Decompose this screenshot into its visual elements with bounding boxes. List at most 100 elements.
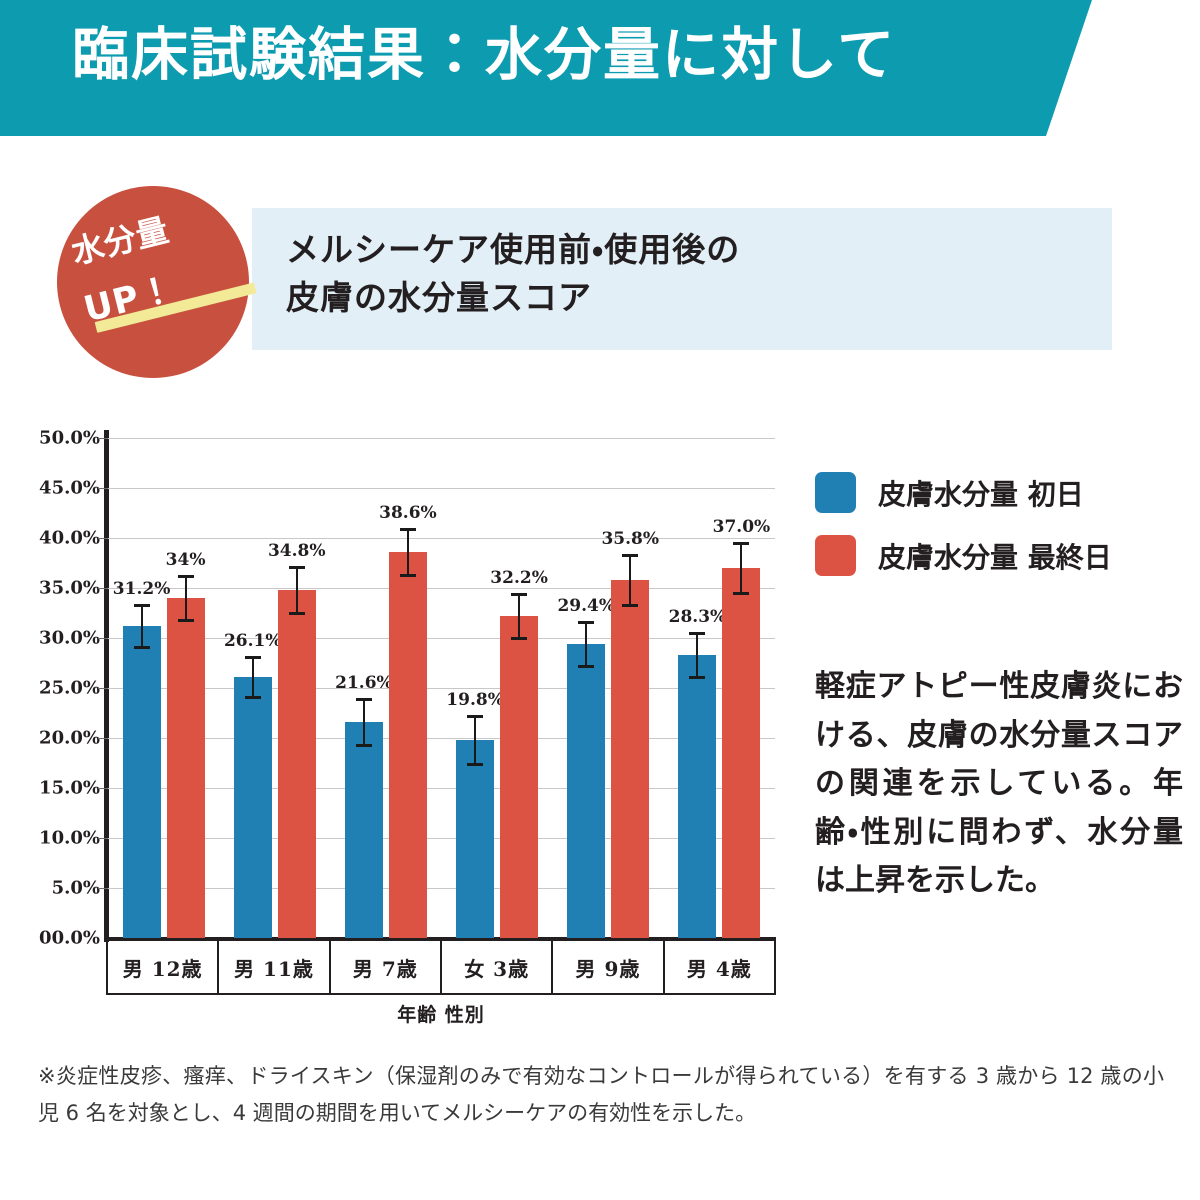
error-bar-cap — [355, 744, 372, 747]
gridline — [108, 688, 775, 689]
y-axis-tick-label: 5.0% — [51, 877, 100, 899]
y-axis-tick-label: 25.0% — [39, 677, 100, 699]
error-bar-cap — [622, 554, 639, 557]
gridline — [108, 438, 775, 439]
bar-first-day — [344, 722, 383, 938]
bar-last-day — [388, 552, 427, 938]
y-axis-tick-label: 10.0% — [39, 827, 100, 849]
y-axis-tick-label: 35.0% — [39, 577, 100, 599]
gridline — [108, 488, 775, 489]
bar-first-day — [122, 626, 161, 938]
bar-value-label: 19.8% — [446, 690, 504, 710]
error-bar-cap — [244, 656, 261, 659]
error-bar-cap — [244, 696, 261, 699]
subtitle-text: メルシーケア使用前・使用後の 皮膚の水分量スコア — [286, 230, 741, 317]
y-axis-tick-label: 50.0% — [39, 427, 100, 449]
gridline — [108, 838, 775, 839]
gridline — [108, 738, 775, 739]
y-axis-labels: 00.0% 5.0% 10.0% 15.0% 20.0% 25.0% 30.0% 35.0% 4… — [18, 400, 100, 960]
x-axis-category-row: 男 12歳男 11歳男 7歳女 3歳男 9歳男 4歳 — [106, 941, 776, 995]
header-banner — [0, 0, 1092, 136]
chart-legend: 皮膚水分量 初日 皮膚水分量 最終日 — [815, 472, 1112, 598]
error-bar — [362, 699, 365, 745]
error-bar-cap — [288, 566, 305, 569]
bar-value-label: 26.1% — [223, 631, 282, 651]
error-bar-cap — [689, 676, 706, 679]
bar-value-label: 35.8% — [601, 529, 660, 549]
error-bar — [696, 633, 699, 677]
error-bar-cap — [399, 528, 416, 531]
bar-value-label: 32.2% — [490, 568, 548, 588]
y-axis-tick — [98, 538, 108, 539]
legend-label-first-day: 皮膚水分量 初日 — [878, 477, 1084, 511]
legend-label-last-day: 皮膚水分量 最終日 — [878, 540, 1112, 574]
bar-value-label: 34.8% — [267, 541, 326, 561]
error-bar-cap — [511, 593, 528, 596]
error-bar — [518, 594, 521, 638]
legend-item-last-day: 皮膚水分量 最終日 — [815, 535, 1112, 576]
error-bar-cap — [467, 715, 484, 718]
x-axis-title: 年齢 性別 — [397, 1004, 485, 1026]
x-axis-category-cell: 男 9歳 — [553, 941, 665, 995]
gridline — [108, 788, 775, 789]
bar-first-day — [233, 677, 272, 938]
y-axis-tick-label: 30.0% — [39, 627, 100, 649]
bar-value-label: 21.6% — [335, 673, 393, 693]
bar-first-day — [456, 740, 495, 938]
bar-value-label: 28.3% — [668, 607, 727, 627]
bar-last-day — [722, 568, 761, 938]
error-bar-cap — [733, 542, 750, 545]
gridline — [108, 588, 775, 589]
bar-value-label: 34% — [165, 550, 206, 570]
legend-swatch-blue — [815, 472, 856, 513]
error-bar — [474, 716, 477, 764]
error-bar — [295, 567, 298, 613]
bar-value-label: 37.0% — [712, 517, 771, 537]
gridline — [108, 888, 775, 889]
y-axis-tick — [98, 588, 108, 589]
legend-swatch-red — [815, 535, 856, 576]
plot-area: 31.2% 34% 26.1% 34.8% 21.6% 38.6% 19.8% 32.2% 29… — [108, 438, 775, 938]
error-bar-cap — [622, 604, 639, 607]
footnote-text: ※炎症性皮疹、瘙痒、ドライスキン（保湿剤のみで有効なコントロールが得られている）… — [38, 1064, 1164, 1126]
y-axis-line — [104, 430, 109, 942]
error-bar — [184, 576, 187, 620]
error-bar-cap — [355, 698, 372, 701]
error-bar-cap — [578, 665, 595, 668]
x-axis-category-cell: 男 11歳 — [219, 941, 331, 995]
error-bar-cap — [133, 646, 150, 649]
error-bar-cap — [177, 575, 194, 578]
page-title: 臨床試験結果：水分量に対して — [72, 21, 897, 88]
y-axis-tick-label: 15.0% — [39, 777, 100, 799]
error-bar — [406, 529, 409, 575]
legend-item-first-day: 皮膚水分量 初日 — [815, 472, 1112, 513]
y-axis-tick — [98, 888, 108, 889]
x-axis-category-cell: 女 3歳 — [441, 941, 554, 995]
x-axis-category-cell: 男 4歳 — [664, 941, 776, 995]
y-axis-tick — [98, 838, 108, 839]
error-bar — [629, 555, 632, 605]
error-bar — [251, 657, 254, 697]
bar-last-day — [611, 580, 650, 938]
error-bar-cap — [133, 604, 150, 607]
gridline — [108, 638, 775, 639]
bar-chart: 00.0% 5.0% 10.0% 15.0% 20.0% 25.0% 30.0% 35.0% 4… — [0, 400, 800, 1040]
x-axis-line — [104, 937, 776, 941]
y-axis-tick-label: 45.0% — [39, 477, 100, 499]
bar-value-label: 38.6% — [379, 503, 437, 523]
error-bar-cap — [467, 763, 484, 766]
error-bar-cap — [177, 619, 194, 622]
y-axis-tick — [98, 488, 108, 489]
y-axis-tick — [98, 788, 108, 789]
error-bar-cap — [511, 637, 528, 640]
y-axis-tick — [98, 638, 108, 639]
x-axis-category-cell: 男 7歳 — [330, 941, 442, 995]
chart-description: 軽症アトピー性皮膚炎における、皮膚の水分量スコアの関連を示している。年齢・性別に… — [815, 669, 1183, 899]
error-bar — [740, 543, 743, 593]
bar-first-day — [567, 644, 606, 938]
error-bar-cap — [578, 621, 595, 624]
gridline — [108, 538, 775, 539]
y-axis-tick-label: 00.0% — [39, 927, 100, 949]
y-axis-tick — [98, 438, 108, 439]
subtitle-band — [252, 208, 1112, 350]
